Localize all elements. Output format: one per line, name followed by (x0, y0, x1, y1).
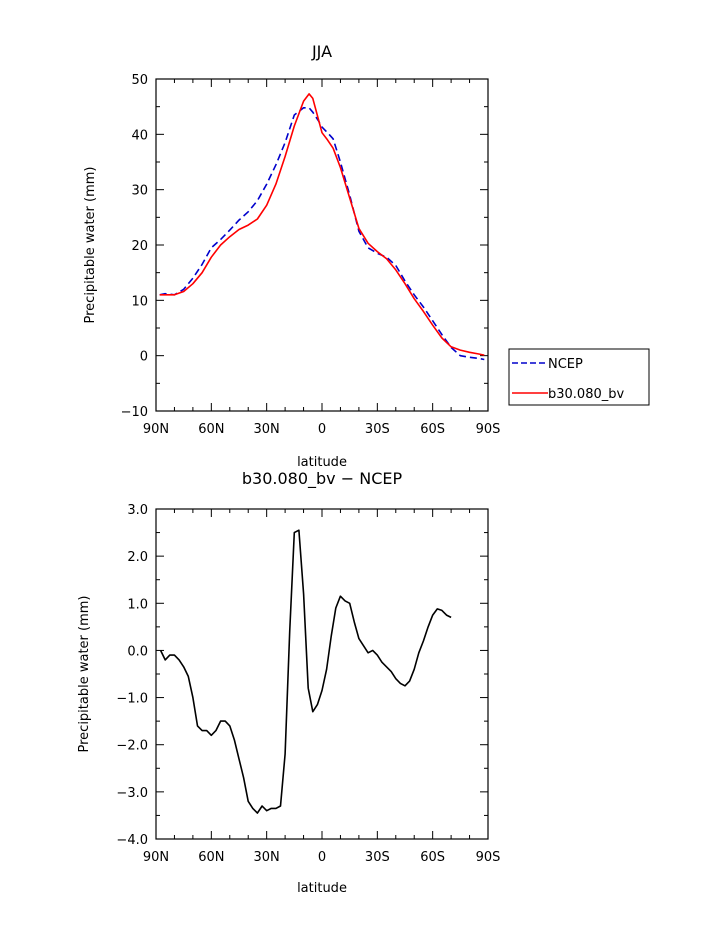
top-y-axis-label: Precipitable water (mm) (83, 167, 98, 324)
legend-box (508, 348, 650, 406)
x-tick-label: 90N (143, 422, 169, 437)
bottom-series-lines (159, 529, 452, 814)
y-tick-label: 3.0 (127, 503, 148, 518)
y-tick-label: 2.0 (127, 550, 148, 565)
y-tick-label: 50 (131, 73, 148, 88)
bottom-chart-title: b30.080_bv − NCEP (242, 469, 403, 489)
x-tick-label: 30S (365, 422, 390, 437)
x-tick-label: 90N (143, 850, 169, 865)
top-series-lines (159, 93, 485, 361)
bottom-plot-frame (155, 508, 489, 840)
x-tick-label: 30N (254, 422, 280, 437)
x-tick-label: 60N (198, 422, 224, 437)
y-tick-label: 30 (131, 184, 148, 199)
top-chart-title: JJA (311, 42, 332, 61)
x-tick-label: 60N (198, 850, 224, 865)
x-tick-label: 90S (476, 850, 501, 865)
y-tick-label: 0 (140, 350, 148, 365)
x-tick-label: 90S (476, 422, 501, 437)
difference-series-line (159, 529, 452, 814)
y-tick-label: 40 (131, 128, 148, 143)
y-tick-label: −3.0 (116, 786, 148, 801)
top-tick-labels: 90N 60N 30N 0 30S 60S 90S −10 0 10 20 30 40 50 (121, 73, 501, 437)
y-tick-label: −10 (121, 405, 148, 420)
y-tick-label: −4.0 (116, 833, 148, 848)
x-tick-label: 60S (420, 850, 445, 865)
x-tick-label: 0 (318, 850, 326, 865)
b30-080-bv-series-line (159, 93, 485, 356)
y-tick-label: −1.0 (116, 692, 148, 707)
top-plot-frame (155, 78, 489, 412)
ncep-series-line (159, 107, 485, 361)
top-x-axis-label: latitude (297, 455, 347, 470)
y-tick-label: 1.0 (127, 597, 148, 612)
x-tick-label: 30S (365, 850, 390, 865)
panel-top-chart: JJA 90N 60N 30N 0 30S 60S 90S −10 0 10 20 30 40 50 la… (83, 42, 650, 470)
y-tick-label: −2.0 (116, 739, 148, 754)
y-tick-label: 20 (131, 239, 148, 254)
x-tick-label: 30N (254, 850, 280, 865)
x-tick-label: 0 (318, 422, 326, 437)
bottom-tick-labels: 90N 60N 30N 0 30S 60S 90S −4.0 −3.0 −2.0 −1.0 0.0 1.… (116, 503, 500, 865)
y-tick-label: 10 (131, 294, 148, 309)
legend: NCEP b30.080_bv (508, 348, 650, 406)
y-tick-label: 0.0 (127, 644, 148, 659)
panel-bottom-chart: b30.080_bv − NCEP 90N 60N 30N 0 30S 60S 90S −4.… (77, 469, 500, 896)
legend-ncep-label: NCEP (548, 357, 583, 372)
bottom-x-axis-label: latitude (297, 881, 347, 896)
bottom-y-axis-label: Precipitable water (mm) (77, 596, 92, 753)
x-tick-label: 60S (420, 422, 445, 437)
legend-model-label: b30.080_bv (548, 387, 624, 402)
